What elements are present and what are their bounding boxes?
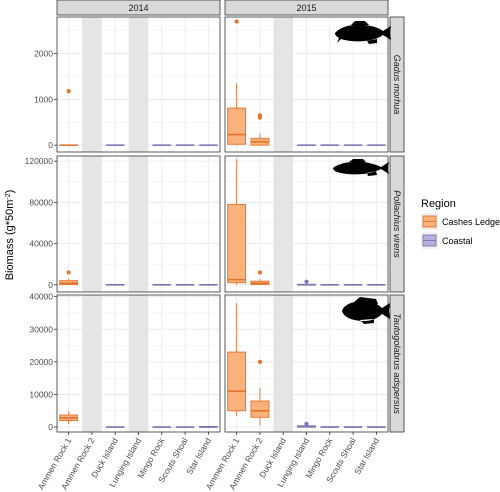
- box-body-tautogolabrus-adspersus-2015-ammen-rock-1: [227, 351, 247, 412]
- box-tautogolabrus-adspersus-2015-ammen-rock-1: [227, 303, 247, 416]
- box-gadus-morhua-2015-ammen-rock-2: [250, 113, 270, 146]
- panel-border-pollachius-virens-2014: [56, 155, 221, 293]
- y-tick-label-gadus-morhua-1: 1000: [34, 94, 53, 104]
- box-body-tautogolabrus-adspersus-2015-ammen-rock-2: [250, 400, 270, 418]
- panel-border-gadus-morhua-2015: [224, 16, 389, 153]
- box-tautogolabrus-adspersus-2015-mingo-rock: [320, 426, 340, 428]
- strip-2015-label: 2015: [296, 3, 316, 13]
- strip-row-3-bg: [389, 294, 405, 433]
- y-tick-label-tautogolabrus-adspersus-1: 10000: [29, 389, 53, 399]
- outlier-gadus-morhua-2015-ammen-rock-1-0: [234, 19, 239, 24]
- strip-row-1-bg: [389, 16, 405, 153]
- y-tick-label-pollachius-virens-0: 0: [48, 280, 53, 290]
- cod-silhouette: [335, 21, 391, 44]
- missing-band-pollachius-virens-2015-duck-island: [273, 156, 293, 292]
- y-axis-title: Biomass (g*50m-2): [4, 190, 16, 281]
- panel-pollachius-virens-2014: [56, 155, 221, 293]
- y-tick-label-tautogolabrus-adspersus-0: 0: [48, 422, 53, 432]
- outlier-pollachius-virens-2015-lunging-island-0: [304, 279, 309, 284]
- legend-title: Region: [421, 198, 456, 210]
- panel-border-pollachius-virens-2015: [224, 155, 389, 293]
- legend: Region Cashes Ledge Coastal: [421, 198, 500, 249]
- missing-band-tautogolabrus-adspersus-2014-ammen-rock-2: [82, 295, 102, 432]
- strip-2014-label: 2014: [128, 3, 148, 13]
- box-body-gadus-morhua-2015-ammen-rock-1: [227, 107, 247, 145]
- box-tautogolabrus-adspersus-2014-ammen-rock-1: [59, 411, 79, 424]
- box-gadus-morhua-2014-ammen-rock-1: [59, 89, 79, 146]
- strip-row-1-label: Gadus morhua: [392, 55, 402, 115]
- box-tautogolabrus-adspersus-2015-scouts-shoal: [343, 426, 363, 428]
- outlier-tautogolabrus-adspersus-2015-ammen-rock-2-0: [257, 359, 263, 364]
- outlier-gadus-morhua-2014-ammen-rock-1-0: [66, 89, 71, 94]
- missing-band-pollachius-virens-2014-lunging-island: [128, 156, 149, 292]
- box-pollachius-virens-2015-ammen-rock-2: [250, 270, 270, 285]
- box-tautogolabrus-adspersus-2015-star-island: [366, 426, 386, 428]
- column-strips: 2014 2015: [56, 0, 389, 16]
- y-tick-label-gadus-morhua-0: 0: [48, 140, 53, 150]
- missing-band-tautogolabrus-adspersus-2015-duck-island: [273, 295, 293, 432]
- missing-band-gadus-morhua-2015-duck-island: [273, 17, 293, 152]
- y-tick-label-pollachius-virens-2: 80000: [29, 197, 53, 207]
- pollock-silhouette: [333, 159, 389, 176]
- cod-icon: [335, 21, 391, 44]
- pollock-icon: [333, 159, 389, 176]
- y-tick-label-tautogolabrus-adspersus-2: 20000: [29, 357, 53, 367]
- outlier-pollachius-virens-2015-ammen-rock-2-0: [257, 270, 263, 275]
- cunner-icon: [342, 297, 390, 324]
- y-tick-label-gadus-morhua-2: 2000: [34, 49, 53, 59]
- legend-label-coastal: Coastal: [442, 236, 473, 246]
- panel-gadus-morhua-2014: [56, 16, 221, 153]
- cunner-silhouette: [342, 297, 390, 324]
- y-tick-label-pollachius-virens-1: 40000: [29, 239, 53, 249]
- box-tautogolabrus-adspersus-2015-ammen-rock-2: [250, 359, 270, 426]
- panel-border-gadus-morhua-2014: [56, 16, 221, 153]
- outlier-pollachius-virens-2014-ammen-rock-1-0: [66, 270, 71, 275]
- y-axis-title-close: ): [4, 190, 16, 194]
- y-tick-label-pollachius-virens-3: 120000: [25, 156, 54, 166]
- box-gadus-morhua-2015-ammen-rock-1: [227, 19, 247, 146]
- box-body-pollachius-virens-2015-ammen-rock-1: [227, 203, 247, 284]
- missing-band-gadus-morhua-2014-ammen-rock-2: [82, 17, 102, 152]
- outlier-gadus-morhua-2015-ammen-rock-2-1: [257, 113, 263, 118]
- y-tick-label-tautogolabrus-adspersus-4: 40000: [29, 292, 53, 302]
- strip-row-2-label: Pollachius virens: [392, 190, 402, 258]
- box-pollachius-virens-2015-lunging-island: [297, 279, 316, 286]
- strip-row-3-label: Tautogolabrus adspersus: [392, 313, 402, 414]
- y-axis-title-main: Biomass (g*50m: [4, 200, 16, 281]
- missing-band-tautogolabrus-adspersus-2014-lunging-island: [128, 295, 149, 432]
- y-tick-label-tautogolabrus-adspersus-3: 30000: [29, 324, 53, 334]
- strip-2015-bg: [224, 0, 389, 16]
- panel-pollachius-virens-2015: [224, 155, 389, 293]
- missing-band-gadus-morhua-2014-lunging-island: [128, 17, 149, 152]
- box-tautogolabrus-adspersus-2015-lunging-island: [297, 421, 316, 428]
- box-tautogolabrus-adspersus-2014-star-island: [198, 425, 218, 428]
- outlier-tautogolabrus-adspersus-2015-lunging-island-0: [304, 421, 309, 426]
- box-pollachius-virens-2015-ammen-rock-1: [227, 159, 247, 285]
- y-axis-title-superscript: -2: [5, 193, 12, 199]
- missing-band-pollachius-virens-2014-ammen-rock-2: [82, 156, 102, 292]
- row-strips: Gadus morhua Pollachius virens Tautogola…: [389, 16, 405, 433]
- panels-layer: 0100020000400008000012000001000020000300…: [25, 16, 389, 433]
- panel-tautogolabrus-adspersus-2014: [56, 294, 221, 433]
- legend-label-cashes: Cashes Ledge: [442, 217, 500, 227]
- strip-row-2-bg: [389, 155, 405, 293]
- strip-2014-bg: [56, 0, 221, 16]
- box-pollachius-virens-2014-ammen-rock-1: [59, 270, 79, 286]
